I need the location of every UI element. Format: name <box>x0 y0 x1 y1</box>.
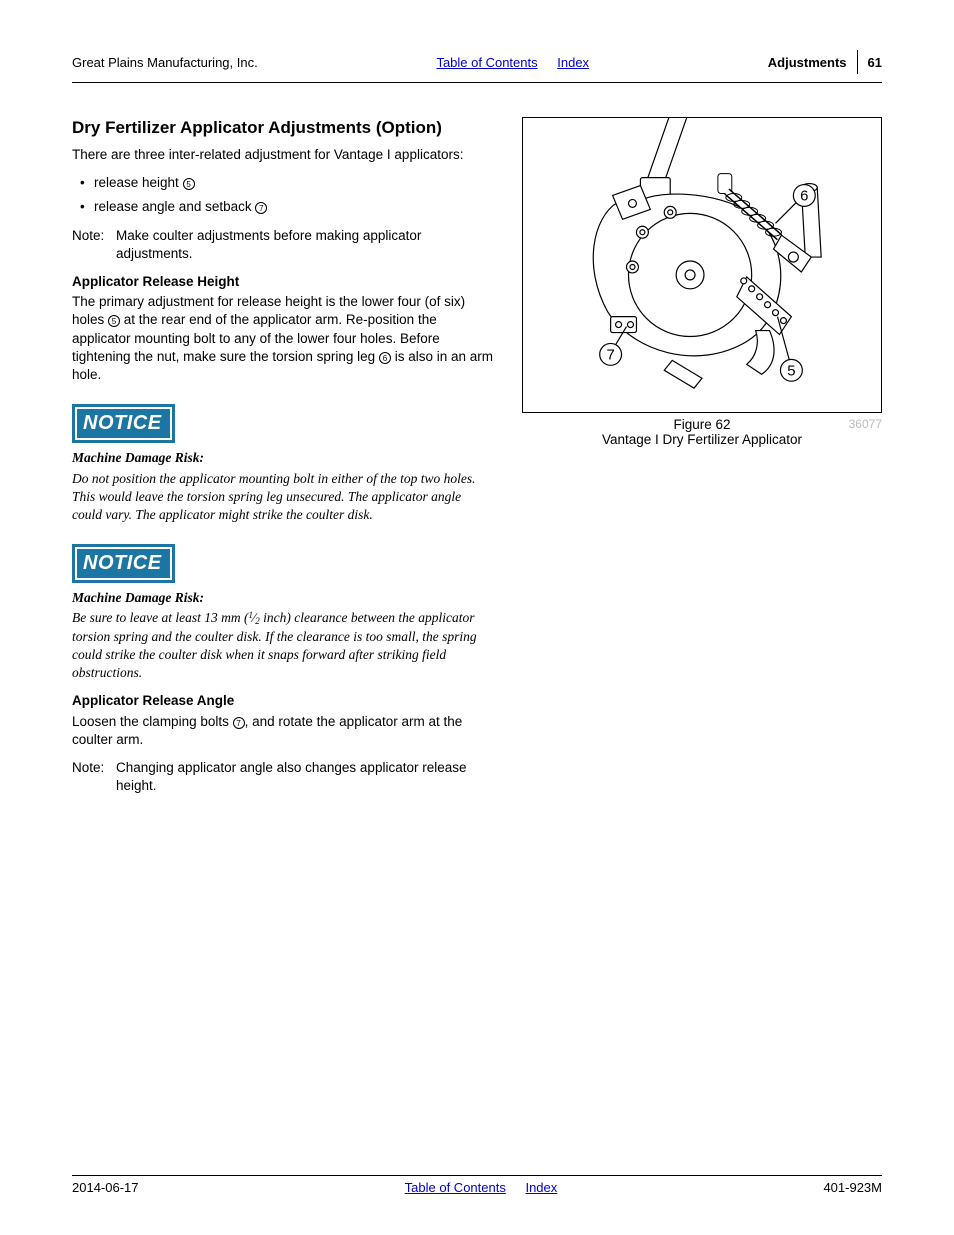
risk-title: Machine Damage Risk: <box>72 589 494 607</box>
footer-rule <box>72 1175 882 1176</box>
figure-illustration: 6 7 5 <box>522 117 882 413</box>
ref-5-icon: 5 <box>108 315 120 327</box>
footer-doc-id: 401-923M <box>823 1180 882 1195</box>
index-link[interactable]: Index <box>557 55 589 70</box>
note-label: Note: <box>72 759 116 795</box>
intro-text: There are three inter-related adjustment… <box>72 146 494 164</box>
figure-number: Figure 62 <box>673 417 730 432</box>
section-heading: Dry Fertilizer Applicator Adjustments (O… <box>72 117 494 140</box>
subhead-release-height: Applicator Release Height <box>72 273 494 291</box>
header-divider <box>857 50 858 74</box>
risk-title: Machine Damage Risk: <box>72 449 494 467</box>
ref-5-icon: 5 <box>183 178 195 190</box>
release-angle-para: Loosen the clamping bolts 7, and rotate … <box>72 713 494 749</box>
notice-badge: NOTICE <box>72 404 175 443</box>
page-footer: 2014-06-17 Table of Contents Index 401-9… <box>72 1173 882 1195</box>
header-section: Adjustments <box>768 55 847 70</box>
toc-link[interactable]: Table of Contents <box>436 55 537 70</box>
risk-body-2: Be sure to leave at least 13 mm (1⁄2 inc… <box>72 609 494 682</box>
ref-7-icon: 7 <box>233 717 245 729</box>
release-height-para: The primary adjustment for release heigh… <box>72 293 494 384</box>
note-body: Make coulter adjustments before making a… <box>116 227 494 263</box>
callout-5: 5 <box>787 363 795 379</box>
header-company: Great Plains Manufacturing, Inc. <box>72 55 258 70</box>
footer-date: 2014-06-17 <box>72 1180 139 1195</box>
figure-title: Vantage I Dry Fertilizer Applicator <box>522 432 882 447</box>
note-label: Note: <box>72 227 116 263</box>
callout-7: 7 <box>606 347 614 363</box>
ref-7-icon: 7 <box>255 202 267 214</box>
footer-toc-link[interactable]: Table of Contents <box>405 1180 506 1195</box>
bullet-release-angle: release angle and setback 7 <box>80 198 494 216</box>
risk-body-1: Do not position the applicator mounting … <box>72 470 494 525</box>
header-page-number: 61 <box>868 55 882 70</box>
note-body: Changing applicator angle also changes a… <box>116 759 494 795</box>
notice-badge: NOTICE <box>72 544 175 583</box>
page-header: Great Plains Manufacturing, Inc. Table o… <box>72 50 882 80</box>
figure-id: 36077 <box>849 417 882 431</box>
footer-index-link[interactable]: Index <box>525 1180 557 1195</box>
callout-6: 6 <box>800 188 808 204</box>
subhead-release-angle: Applicator Release Angle <box>72 692 494 710</box>
bullet-release-height: release height 5 <box>80 174 494 192</box>
ref-6-icon: 6 <box>379 352 391 364</box>
